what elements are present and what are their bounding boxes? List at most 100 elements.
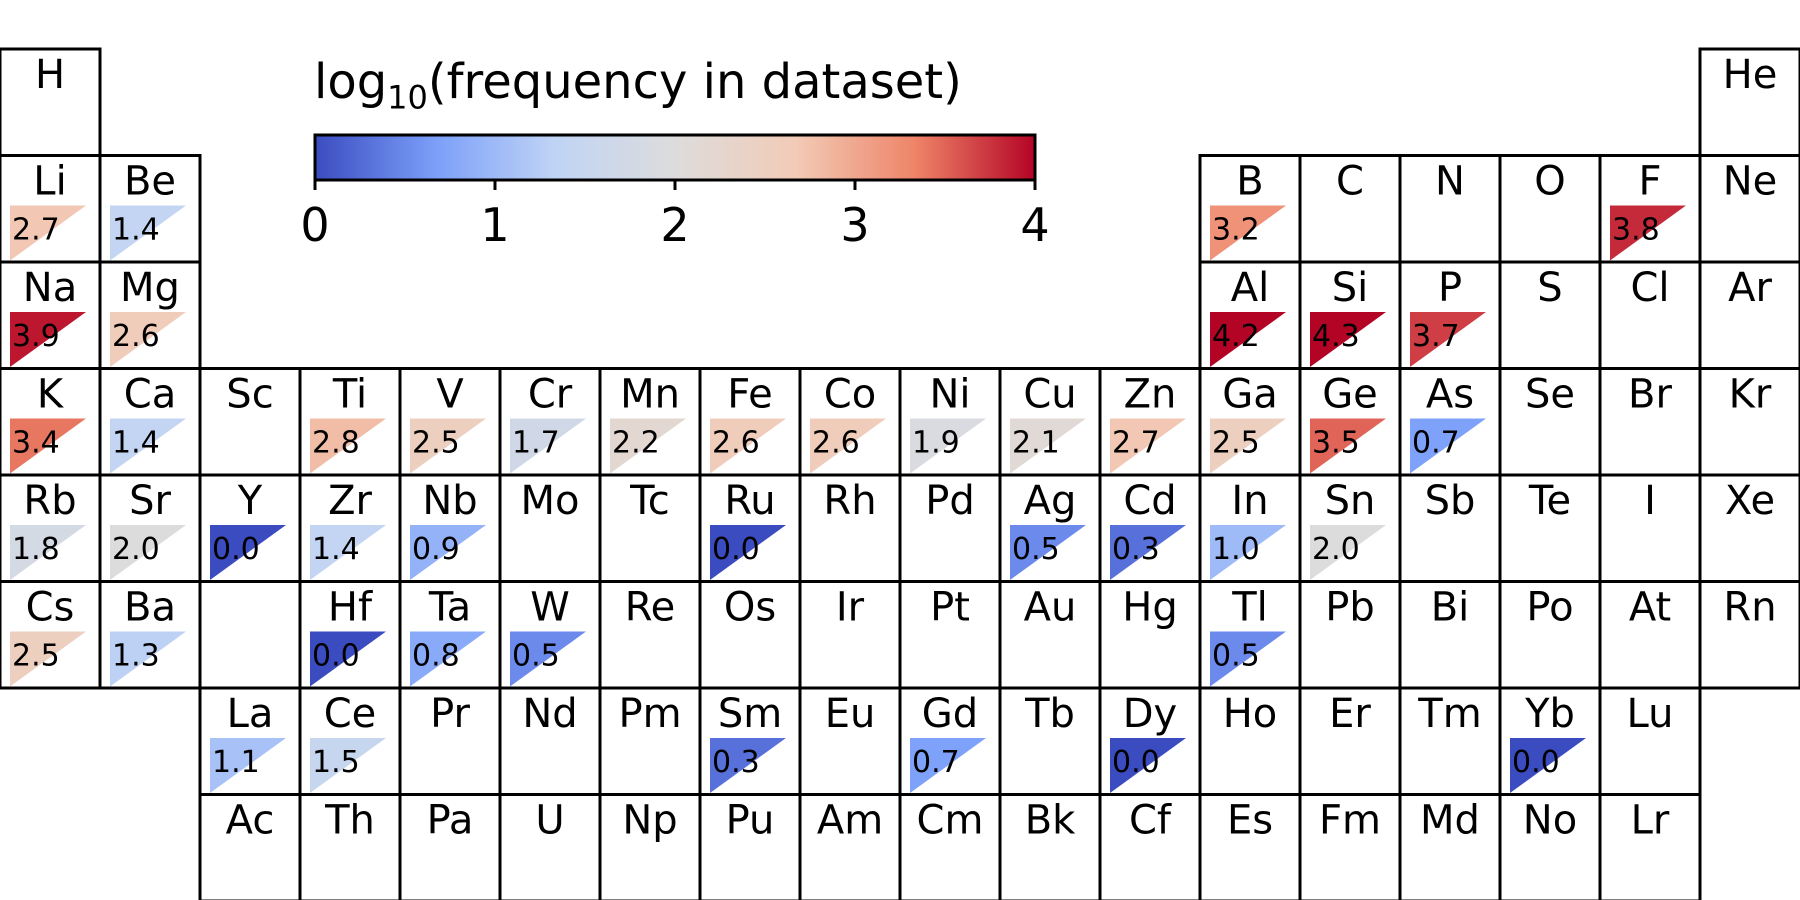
element-cell-es: Es xyxy=(1198,793,1302,900)
element-symbol: Fe xyxy=(727,372,772,418)
element-symbol: Se xyxy=(1525,372,1575,418)
cell-border xyxy=(598,473,702,583)
element-cell-xe: Xe xyxy=(1698,473,1800,583)
value-triangle xyxy=(210,738,286,793)
colorbar-title-subscript: 10 xyxy=(387,78,428,117)
element-cell-cu: 2.1 Cu xyxy=(998,367,1102,477)
cell-border xyxy=(1198,793,1302,900)
value-triangle xyxy=(1310,525,1386,580)
value-triangle xyxy=(410,631,486,687)
element-cell-zn: 2.7 Zn xyxy=(1098,367,1202,477)
element-symbol: Re xyxy=(625,585,676,631)
value-triangle xyxy=(1510,738,1586,793)
element-cell-ne: Ne xyxy=(1698,154,1800,264)
element-cell-al: 4.2 Al xyxy=(1198,260,1302,370)
value-triangle xyxy=(1010,418,1086,474)
element-symbol: Na xyxy=(23,265,77,311)
element-cell-am: Am xyxy=(798,793,902,900)
element-value: 2.1 xyxy=(1012,426,1060,461)
cell-border xyxy=(498,686,602,796)
element-symbol: Fm xyxy=(1319,798,1381,844)
element-symbol: Cl xyxy=(1630,265,1669,311)
element-value: 1.5 xyxy=(312,745,360,780)
element-cell-lu: Lu xyxy=(1598,686,1702,796)
element-symbol: Lu xyxy=(1627,691,1674,737)
element-value: 2.6 xyxy=(812,426,860,461)
element-cell-os: Os xyxy=(698,580,802,690)
element-symbol: Zn xyxy=(1124,372,1177,418)
element-cell-lr: Lr xyxy=(1598,793,1702,900)
element-value: 0.0 xyxy=(212,532,260,567)
element-symbol: Ni xyxy=(929,372,970,418)
element-symbol: Dy xyxy=(1123,691,1177,737)
element-cell-re: Re xyxy=(598,580,702,690)
element-symbol: Th xyxy=(324,798,375,844)
element-cell-n: N xyxy=(1398,154,1502,264)
element-cell-c: C xyxy=(1298,154,1402,264)
element-cell-in: 1.0 In xyxy=(1198,473,1302,583)
element-symbol: Mg xyxy=(120,265,180,311)
element-value: 2.5 xyxy=(12,639,60,674)
element-value: 2.0 xyxy=(1312,532,1360,567)
element-symbol: Tc xyxy=(629,478,670,524)
element-symbol: Pa xyxy=(427,798,474,844)
element-value: 0.0 xyxy=(312,639,360,674)
element-symbol: Ga xyxy=(1222,372,1278,418)
element-symbol: Ag xyxy=(1024,478,1077,524)
element-symbol: Al xyxy=(1231,265,1269,311)
element-cell-se: Se xyxy=(1498,367,1602,477)
element-symbol: Yb xyxy=(1524,691,1575,737)
element-symbol: Mo xyxy=(521,478,580,524)
colorbar-title-rest: (frequency in dataset) xyxy=(427,54,962,110)
value-triangle xyxy=(110,312,186,367)
element-symbol: Ca xyxy=(124,372,176,418)
element-cell-mg: 2.6 Mg xyxy=(98,260,202,370)
cell-border xyxy=(1698,473,1800,583)
element-cell-tb: Tb xyxy=(998,686,1102,796)
element-symbol: Cm xyxy=(917,798,984,844)
element-symbol: Tm xyxy=(1417,691,1481,737)
value-triangle xyxy=(510,418,586,474)
cell-border xyxy=(1498,367,1602,477)
value-triangle xyxy=(810,418,886,474)
element-value: 0.3 xyxy=(1112,532,1160,567)
element-cell-cd: 0.3 Cd xyxy=(1098,473,1202,583)
element-cell-tc: Tc xyxy=(598,473,702,583)
element-symbol: Nd xyxy=(522,691,577,737)
element-symbol: Ce xyxy=(324,691,377,737)
cell-border xyxy=(898,580,1002,690)
cell-border xyxy=(998,686,1102,796)
element-cell-cr: 1.7 Cr xyxy=(498,367,602,477)
element-symbol: U xyxy=(535,798,564,844)
element-cell-la: 1.1 La xyxy=(198,686,302,796)
value-triangle xyxy=(10,525,86,580)
element-cell-na: 3.9 Na xyxy=(0,260,102,370)
element-cell-k: 3.4 K xyxy=(0,367,102,477)
value-triangle xyxy=(1310,418,1386,474)
element-symbol: Mn xyxy=(620,372,680,418)
element-value: 2.6 xyxy=(112,319,160,354)
element-symbol: Ti xyxy=(332,372,367,418)
value-triangle xyxy=(110,205,186,261)
element-cell-w: 0.5 W xyxy=(498,580,602,690)
element-symbol: Cr xyxy=(528,372,573,418)
element-value: 2.5 xyxy=(1212,426,1260,461)
element-symbol: K xyxy=(37,372,65,418)
value-triangle xyxy=(1210,631,1286,687)
value-triangle xyxy=(610,418,686,474)
cell-border xyxy=(198,580,302,690)
cell-border xyxy=(1598,367,1702,477)
value-triangle xyxy=(310,418,386,474)
value-triangle xyxy=(310,631,386,687)
element-symbol: He xyxy=(1723,52,1778,98)
cell-border xyxy=(1298,686,1402,796)
element-cell-pd: Pd xyxy=(898,473,1002,583)
colorbar-ticks: 0 1 2 3 4 xyxy=(300,180,1050,252)
element-symbol: Pb xyxy=(1325,585,1375,631)
element-symbol: Ar xyxy=(1728,265,1772,311)
element-value: 3.5 xyxy=(1312,426,1360,461)
element-cell-nd: Nd xyxy=(498,686,602,796)
element-cell-p: 3.7 P xyxy=(1398,260,1502,370)
element-cell-ag: 0.5 Ag xyxy=(998,473,1102,583)
